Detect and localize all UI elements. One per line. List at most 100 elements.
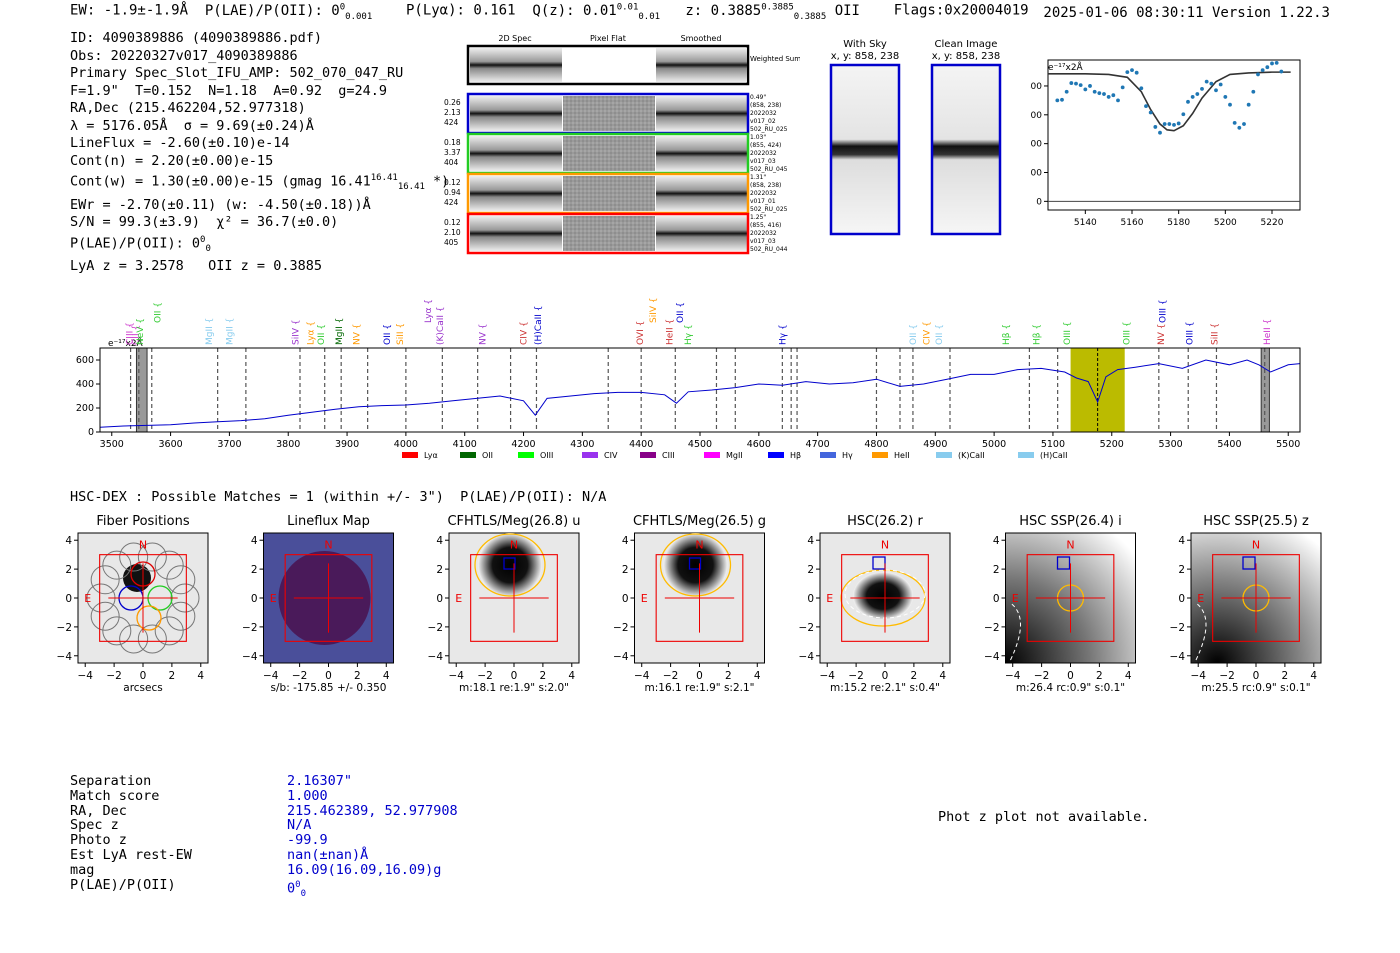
version: Version 1.22.3 [1211,5,1330,21]
spectrum-xtick-label: 4000 [394,439,418,450]
north-label: N [1252,539,1260,552]
cutout-row-value: 2.13 [444,108,461,117]
cutout-pixelflat [563,136,655,171]
panel-xtick-label: 4 [1125,670,1132,682]
match-box [1056,556,1071,570]
spectrum-line-label: Hβ { [1002,324,1012,345]
panel-ytick-label: −2 [984,622,999,634]
panel-xtick-label: −4 [448,670,464,682]
panel-ytick-label: 0 [993,593,1000,605]
legend-swatch [820,452,836,458]
spectrum-line-label: OIII { [1122,321,1132,345]
cutout-meta: 1.31" [750,174,766,181]
fit-data-point [1162,122,1167,126]
panel-ytick-label: −2 [428,622,443,634]
spectrum-line-label: CII { [131,325,141,345]
fit-ytick-label: 200 [1030,140,1042,150]
cutout-row-value: 2.10 [444,228,461,237]
panel-xtick-label: 4 [939,670,946,682]
panel-ytick-label: 4 [251,535,258,547]
fit-data-point [1279,69,1284,74]
cutout-2dspec [470,216,562,251]
spectrum-line [99,359,1301,428]
info-ewr: EWr = -2.70(±0.11) (w: -4.50(±0.18))Å [70,196,371,213]
panel-ytick-label: −2 [242,622,257,634]
fit-data-point [1088,84,1092,88]
fit-ytick-label: 400 [1030,82,1042,92]
panel-xtick-label: −2 [1219,670,1234,682]
fit-data-point [1190,95,1195,99]
fit-data-point [1083,87,1088,92]
spectrum-line-label: Hβ { [1032,324,1042,345]
spectrum-line-label: NV { [352,324,362,345]
fit-data-point [1214,88,1218,93]
cutout-pixelflat [563,176,655,211]
fit-axes [1047,59,1301,211]
legend-label: OIII [540,451,553,460]
spectrum-line-label: NeV { [136,318,146,345]
spectrum-line-label: MgII { [225,318,235,345]
fit-ytick-label: 300 [1030,111,1042,121]
fit-data-point [1092,89,1097,94]
fiber-circle [90,565,120,595]
match-value: 215.462389, 52.977908 [287,802,458,819]
panel-xtick-label: −4 [819,670,835,682]
spectrum-xtick-label: 4100 [453,439,477,450]
spectrum-xtick-label: 4400 [629,439,653,450]
match-box [1242,556,1256,570]
fit-data-point [1223,95,1228,99]
spectrum-xtick-label: 5300 [1158,439,1182,450]
fit-data-point [1167,122,1172,126]
legend-swatch [936,452,952,458]
legend-swatch [1018,452,1034,458]
panel-caption: m:25.5 rc:0.9" s:0.1" [1201,682,1310,694]
spectrum-line-label: OII { [154,302,164,323]
panel-title: HSC SSP(26.4) i [1019,514,1121,529]
info-obs: Obs: 20220327v017_4090389886 [70,47,298,64]
fit-data-point [1069,81,1074,85]
panel-ytick-label: 0 [251,593,258,605]
fit-data-point [1064,89,1069,94]
cutout-meta: 2022032 [750,190,777,197]
spectrum-ytick-label: 0 [88,427,94,438]
panel-ytick-label: 0 [436,593,443,605]
spectrum-line-label: CIV { [922,321,932,345]
panel-xtick-label: −2 [663,670,678,682]
panel-ytick-label: 4 [993,535,1000,547]
panel-ytick-label: −4 [428,651,444,663]
panel-xtick-label: 4 [568,670,575,682]
cutout-row-value: 424 [444,198,459,207]
spectrum-xtick-label: 3900 [335,439,359,450]
fit-data-point [1176,121,1181,126]
panel-ytick-label: 4 [65,535,72,547]
match-value: 2.16307" [287,773,353,789]
spectrum-line-label: OIII { [1158,299,1168,323]
cutout-meta: v017_01 [750,198,776,205]
source-blob [663,533,728,597]
match-row: Spec z N/A [70,818,458,833]
sky-panels: With Sky x, y: 858, 238 Clean Image x, y… [829,39,1002,236]
cutout-row-value: 0.12 [444,218,461,227]
search-box [655,554,744,642]
spectrum-line-label: OII { [909,324,919,345]
fit-xtick-label: 5200 [1214,218,1237,228]
spectrum-line-label: NV { [478,324,488,345]
spectrum-xtick-label: 4500 [688,439,712,450]
legend-label: CIII [662,451,675,460]
spectrum-xtick-label: 3800 [276,439,300,450]
spectrum-line-label: Lyα { [307,321,317,345]
cutout-2dspec [470,136,562,171]
legend-label: Lyα [424,451,438,460]
panel-ytick-label: 0 [807,593,814,605]
cutout-meta: 2022032 [750,110,777,117]
panel-xtick-label: 2 [354,670,361,682]
legend-label: (K)CaII [958,451,985,460]
panel-ytick-label: −4 [984,651,1000,663]
datetime-version: 2025-01-06 08:30:11 Version 1.22.3 [1043,5,1330,21]
fit-data-point [1256,72,1260,77]
match-row: Est LyA rest-EW nan(±nan)Å [70,848,458,863]
spectrum-line-label: (K)CaII { [436,306,446,345]
fit-data-point [1074,81,1078,86]
